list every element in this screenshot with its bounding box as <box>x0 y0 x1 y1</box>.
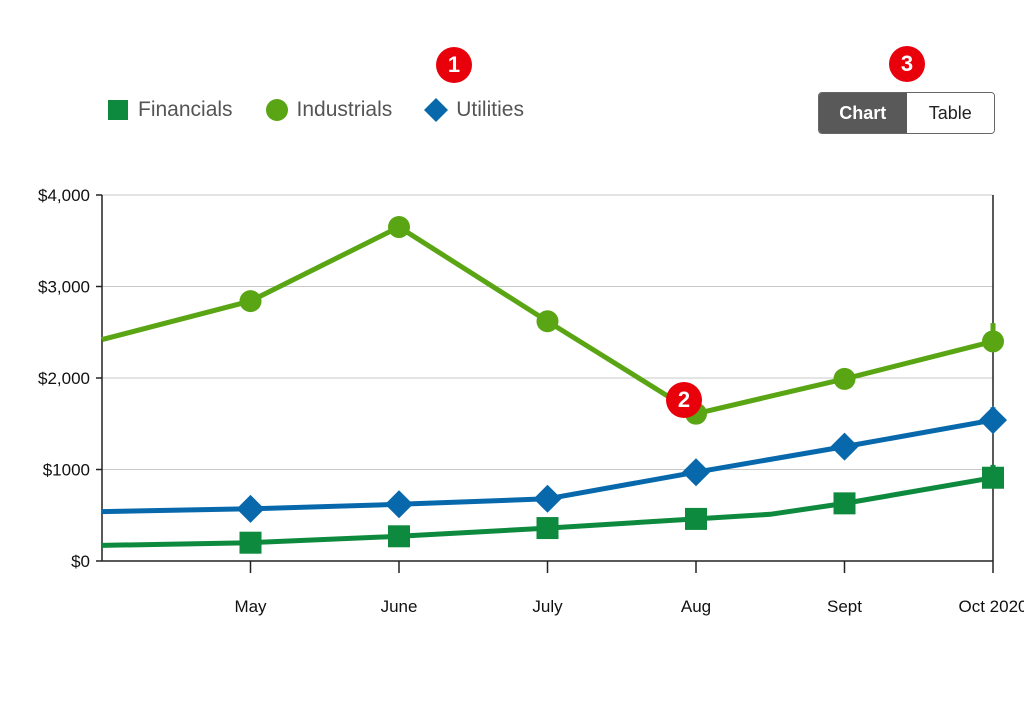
data-point-industrials[interactable] <box>536 310 559 333</box>
x-tick-label: July <box>532 597 563 616</box>
legend-label-financials: Financials <box>138 98 233 121</box>
grid-lines <box>102 194 993 470</box>
data-point-utilities[interactable] <box>236 494 265 523</box>
series-markers <box>236 216 1007 554</box>
y-tick-label: $4,000 <box>38 186 90 205</box>
data-point-utilities[interactable] <box>979 406 1007 435</box>
data-point-financials[interactable] <box>239 531 262 554</box>
data-point-utilities[interactable] <box>682 458 710 487</box>
axes: $0 $1000 $2,000 $3,000 $4,000 May June July Aug S… <box>38 186 1024 616</box>
data-point-industrials[interactable] <box>388 216 410 239</box>
diamond-marker-icon <box>424 98 449 122</box>
callout-badge-3: 3 <box>889 46 925 82</box>
legend-item-financials[interactable]: Financials <box>106 98 233 122</box>
circle-marker-icon <box>265 99 288 121</box>
data-point-utilities[interactable] <box>385 490 413 519</box>
data-point-utilities[interactable] <box>533 484 562 513</box>
callout-badge-2: 2 <box>666 382 702 418</box>
x-tick-label: Oct 2020 <box>959 597 1024 616</box>
data-point-industrials[interactable] <box>982 330 1004 353</box>
series-line-utilities <box>101 407 996 515</box>
legend-item-industrials[interactable]: Industrials <box>265 98 393 122</box>
data-point-industrials[interactable] <box>239 290 262 313</box>
series-line-industrials <box>101 224 996 417</box>
data-point-industrials[interactable] <box>833 367 856 390</box>
data-point-financials[interactable] <box>388 525 410 548</box>
view-toggle: Chart Table <box>818 92 995 134</box>
y-tick-label: $1000 <box>43 461 90 480</box>
x-tick-label: June <box>381 597 418 616</box>
legend-item-utilities[interactable]: Utilities <box>424 98 524 122</box>
square-marker-icon <box>108 100 128 120</box>
x-tick-label: May <box>234 597 267 616</box>
x-tick-label: Aug <box>681 597 711 616</box>
legend-label-industrials: Industrials <box>296 98 393 121</box>
data-point-financials[interactable] <box>685 507 707 530</box>
chart-legend: Financials Industrials Utilities <box>106 94 556 126</box>
table-view-button[interactable]: Table <box>906 93 994 133</box>
callout-badge-1: 1 <box>436 47 472 83</box>
y-tick-label: $0 <box>71 552 90 571</box>
data-point-utilities[interactable] <box>830 432 859 461</box>
chart-view-button[interactable]: Chart <box>819 93 907 133</box>
y-tick-label: $3,000 <box>38 278 90 297</box>
y-tick-label: $2,000 <box>38 369 90 388</box>
data-point-financials[interactable] <box>982 466 1004 489</box>
legend-label-utilities: Utilities <box>456 98 524 121</box>
data-point-financials[interactable] <box>536 517 559 540</box>
data-point-financials[interactable] <box>833 492 856 515</box>
x-tick-label: Sept <box>827 597 862 616</box>
